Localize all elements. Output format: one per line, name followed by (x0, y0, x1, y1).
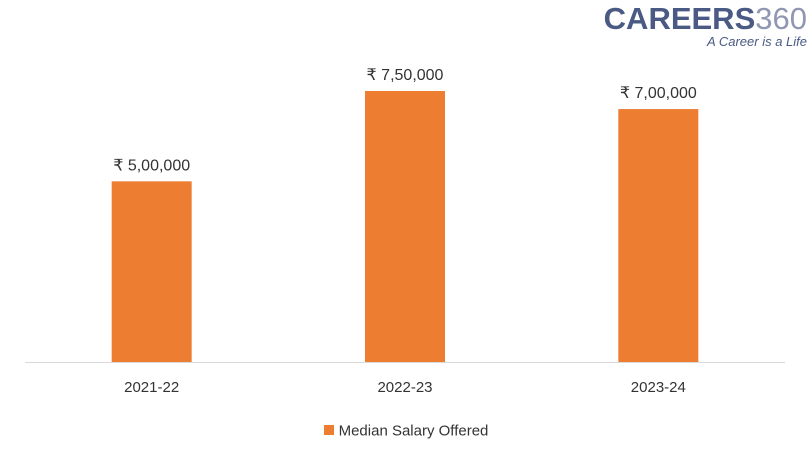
bar-2022-23 (365, 91, 445, 362)
logo-number-text: 360 (755, 1, 807, 36)
data-label-2023-24: ₹ 7,00,000 (620, 85, 697, 102)
logo-careers-text: CAREERS (603, 1, 756, 36)
logo-wordmark: CAREERS360 (604, 2, 807, 36)
x-tick-label-2022-23: 2022-23 (377, 379, 432, 396)
bar-2021-22 (111, 181, 192, 362)
bar-2023-24 (618, 109, 699, 362)
logo-tagline: A Career is a Life (707, 34, 807, 49)
chart-legend: Median Salary Offered (0, 422, 812, 440)
data-label-2021-22: ₹ 5,00,000 (113, 157, 190, 174)
legend-label: Median Salary Offered (338, 422, 489, 440)
x-tick-label-2023-24: 2023-24 (631, 379, 686, 396)
x-tick-label-2021-22: 2021-22 (124, 379, 179, 396)
data-label-2022-23: ₹ 7,50,000 (367, 67, 444, 84)
legend-swatch (323, 425, 334, 436)
careers360-logo: CAREERS360 A Career is a Life (604, 2, 807, 49)
